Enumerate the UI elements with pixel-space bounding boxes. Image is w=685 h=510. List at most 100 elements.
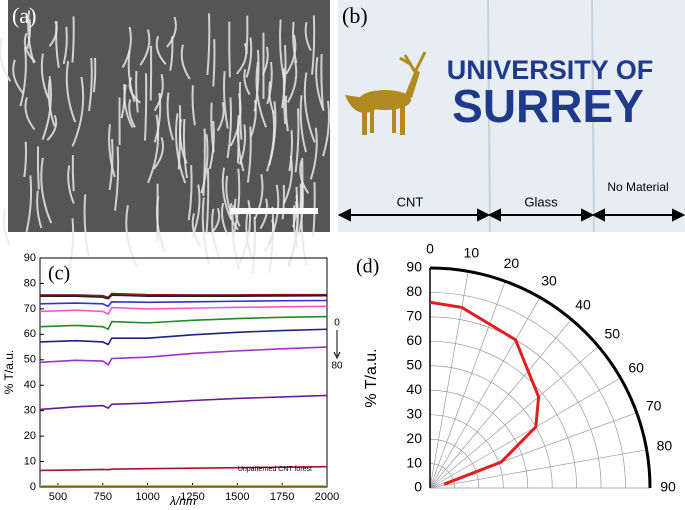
fiber	[253, 49, 260, 112]
fiber	[223, 71, 229, 129]
grid-arc	[429, 365, 553, 489]
fiber	[147, 114, 160, 184]
fiber	[180, 44, 191, 80]
theta-tick-label: 20	[504, 255, 520, 271]
annotation: 80	[331, 361, 343, 372]
fiber	[40, 157, 53, 224]
fiber	[71, 155, 75, 192]
fiber	[320, 54, 324, 109]
fiber	[294, 108, 300, 173]
fiber	[245, 37, 253, 78]
y-tick-label: 70	[24, 303, 36, 315]
region-label: No Material	[607, 180, 669, 194]
grid-arc	[429, 316, 602, 489]
r-tick-label: 50	[406, 356, 422, 372]
grid-spoke	[429, 377, 621, 489]
fiber	[25, 175, 33, 233]
y-tick-label: 40	[24, 379, 36, 391]
fiber	[127, 50, 136, 103]
series-line	[39, 328, 328, 346]
series-line	[40, 292, 327, 299]
logo-text: UNIVERSITY OF	[447, 55, 654, 85]
fiber	[232, 168, 241, 237]
fiber	[153, 137, 165, 170]
fiber	[212, 39, 216, 87]
x-tick-label: 1500	[225, 491, 249, 503]
fiber	[46, 114, 58, 142]
region-label-box: No Material	[607, 180, 669, 194]
fiber	[283, 155, 293, 204]
fiber	[245, 213, 254, 261]
fiber	[281, 184, 285, 220]
fiber	[229, 93, 242, 147]
fiber	[143, 73, 148, 141]
fiber	[65, 61, 77, 123]
fiber	[300, 196, 308, 266]
series-line	[39, 315, 328, 331]
fiber	[40, 53, 50, 99]
fiber	[139, 29, 151, 66]
grid-spoke	[429, 281, 506, 489]
fiber	[155, 35, 167, 65]
y-tick-label: 60	[24, 328, 36, 340]
fiber	[299, 160, 310, 194]
fiber	[108, 138, 114, 191]
fiber	[123, 84, 134, 129]
r-tick-label: 80	[406, 283, 422, 299]
fiber	[108, 124, 116, 178]
stag-logo	[345, 51, 427, 135]
theta-tick-label: 0	[426, 241, 434, 257]
fiber	[251, 216, 256, 274]
annotation: Unpatterned CNT forest	[238, 466, 312, 473]
fiber	[246, 126, 252, 183]
panel-label: (a)	[12, 3, 36, 28]
fiber	[284, 95, 289, 132]
fiber	[266, 110, 276, 172]
grid-arc	[429, 292, 626, 489]
theta-tick-label: 40	[575, 296, 591, 312]
r-tick-label: 60	[406, 332, 422, 348]
theta-tick-label: 60	[628, 360, 644, 376]
series-line	[39, 394, 328, 411]
x-tick-label: 2000	[315, 491, 339, 503]
grid-arc	[429, 438, 480, 489]
theta-tick-label: 70	[646, 397, 662, 413]
x-tick-label: 1000	[135, 491, 159, 503]
annotation: 0	[334, 318, 340, 329]
fiber	[221, 202, 230, 237]
fiber	[169, 36, 174, 71]
fiber	[266, 61, 273, 105]
fiber	[187, 165, 193, 221]
fiber	[206, 13, 211, 76]
fiber	[205, 168, 210, 234]
fiber	[236, 127, 240, 164]
y-tick-label: 0	[30, 481, 36, 493]
series-line	[39, 299, 328, 308]
fiber	[238, 199, 252, 264]
grid-spoke	[429, 297, 541, 489]
r-tick-label: 0	[414, 479, 422, 495]
y-tick-label: 90	[24, 252, 36, 264]
x-tick-label: 500	[49, 491, 67, 503]
fiber	[226, 97, 232, 159]
y-tick-label: 50	[24, 354, 36, 366]
logo-text: SURREY	[452, 80, 644, 132]
grid-arc	[429, 463, 455, 489]
fiber	[304, 21, 312, 52]
fiber	[221, 167, 233, 221]
fiber	[267, 184, 280, 245]
fiber	[12, 59, 25, 95]
fiber	[26, 19, 32, 50]
series-line	[39, 305, 328, 316]
fiber	[182, 118, 188, 179]
region-label: Glass	[524, 194, 558, 209]
fiber	[71, 76, 85, 147]
fiber	[19, 47, 27, 107]
y-tick-label: 20	[24, 430, 36, 442]
y-axis-label: % T/a.u.	[363, 348, 380, 407]
fiber	[135, 70, 139, 113]
fiber	[121, 26, 132, 68]
fiber	[190, 184, 201, 239]
x-tick-label: 1250	[180, 491, 204, 503]
